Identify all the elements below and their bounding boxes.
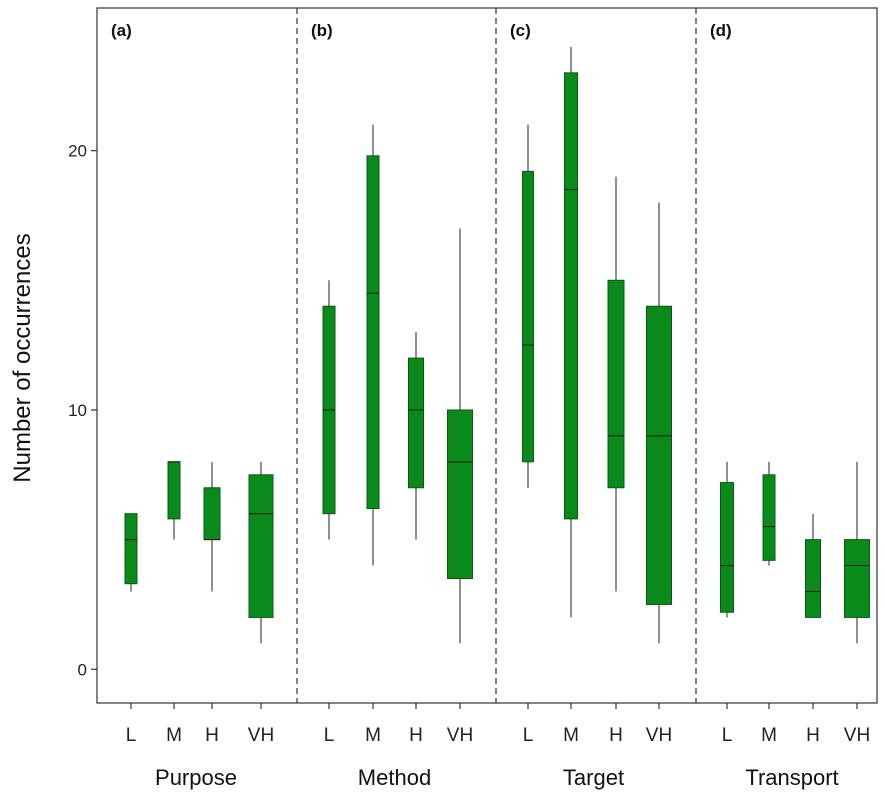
panel-transport: (d) [710,21,870,644]
box-purpose-l [124,513,138,592]
box-body [167,461,181,520]
panel-purpose: (a) [111,21,274,644]
box-purpose-h [203,461,221,592]
x-tick-label-purpose-l: L [126,725,137,746]
box-transport-h [805,513,821,618]
box-body [805,539,821,618]
box-transport-l [720,461,734,618]
x-tick-label-transport-h: H [806,725,820,746]
x-tick-label-target-m: M [563,725,579,746]
x-tick-label-target-l: L [523,725,534,746]
box-body [646,305,672,605]
box-target-l [522,124,534,488]
box-target-h [607,176,625,592]
group-label-purpose: Purpose [155,765,237,790]
y-tick-label-0: 0 [78,660,87,679]
x-tick-label-transport-m: M [761,725,777,746]
group-label-target: Target [563,765,624,790]
y-axis-label: Number of occurrences [9,233,36,482]
box-body [564,72,578,520]
box-body [607,279,625,489]
box-body [522,170,534,463]
group-label-method: Method [358,765,431,790]
box-body [408,357,424,489]
box-body [844,539,870,618]
panel-dividers [296,8,697,703]
box-transport-vh [844,461,870,644]
box-method-h [408,332,424,540]
plot-border [96,7,878,704]
group-label-transport: Transport [745,765,838,790]
box-body [248,474,274,618]
panel-label-4: (d) [710,21,732,40]
x-tick-label-method-h: H [409,725,423,746]
box-body [720,482,734,613]
box-target-vh [646,202,672,644]
panel-label-3: (c) [510,21,531,40]
y-tick-label-20: 20 [68,142,87,161]
boxes: (a) (b) (c) (d) [111,21,870,644]
x-tick-label-purpose-h: H [205,725,219,746]
panel-target: (c) [510,21,672,644]
x-tick-label-transport-l: L [722,725,733,746]
plot-frame [96,7,878,704]
box-body [124,513,138,585]
x-axis: L M H VH Purpose L M H VH Method L M H VH Target L M H VH T… [126,703,870,790]
panel-label-1: (a) [111,21,132,40]
box-body [203,487,221,541]
box-method-vh [447,228,473,644]
box-body [762,474,776,561]
x-tick-label-method-l: L [324,725,335,746]
x-tick-label-purpose-vh: VH [248,725,274,746]
box-target-m [564,46,578,618]
box-body [447,409,473,580]
panel-method: (b) [311,21,473,644]
x-tick-label-method-vh: VH [447,725,473,746]
x-tick-label-target-h: H [609,725,623,746]
box-body [366,155,380,510]
box-method-l [322,280,336,540]
box-purpose-vh [248,461,274,644]
box-purpose-m [167,461,181,540]
x-tick-label-target-vh: VH [646,725,672,746]
x-tick-label-method-m: M [365,725,381,746]
panel-label-2: (b) [311,21,333,40]
box-transport-m [762,461,776,566]
x-tick-label-purpose-m: M [166,725,182,746]
box-method-m [366,124,380,566]
y-tick-label-10: 10 [68,401,87,420]
y-axis: 0 10 20 [68,142,97,679]
x-tick-label-transport-vh: VH [844,725,870,746]
